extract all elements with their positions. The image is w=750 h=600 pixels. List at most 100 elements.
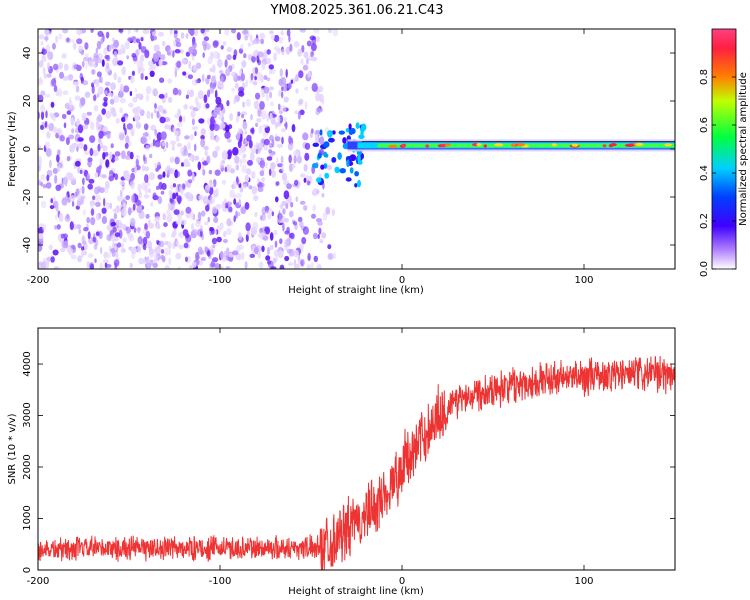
spectrogram-noise-blob — [164, 264, 170, 269]
top-y-tick-label: -40 — [22, 237, 33, 253]
spectrogram-noise-blob — [210, 227, 215, 235]
spectrogram-noise-blob — [90, 121, 95, 130]
spectrogram-noise-blob — [178, 115, 183, 123]
spectrogram-noise-blob — [156, 222, 161, 230]
spectrogram-noise-blob — [144, 174, 148, 183]
spectrogram-noise-blob — [101, 108, 106, 115]
spectrogram-noise-blob — [255, 148, 259, 155]
spectrogram-transition-blob — [334, 166, 340, 174]
spectrogram-noise-blob — [139, 109, 145, 117]
spectrogram-noise-blob — [179, 185, 183, 194]
spectrogram-noise-blob — [99, 141, 103, 148]
spectrogram-noise-blob — [75, 85, 80, 93]
spectrogram-noise-blob — [38, 156, 43, 165]
spectrogram-noise-blob — [117, 60, 124, 66]
spectrogram-noise-blob — [132, 55, 138, 62]
spectrogram-noise-blob — [95, 47, 99, 54]
spectrogram-noise-blob — [236, 32, 241, 41]
spectrogram-noise-blob — [188, 155, 195, 161]
spectrogram-noise-blob — [152, 194, 159, 201]
spectrogram-noise-blob — [140, 73, 144, 80]
spectrogram-noise-blob — [197, 212, 201, 221]
spectrogram-noise-blob — [149, 70, 155, 78]
spectrogram-noise-blob — [317, 234, 320, 239]
spectrogram-noise-blob — [208, 87, 215, 94]
spectrogram-noise-blob — [200, 138, 206, 148]
spectrogram-noise-blob — [157, 105, 164, 113]
spectrogram-noise-blob — [194, 131, 197, 137]
spectrogram-noise-blob — [137, 93, 142, 98]
spectrogram-noise-blob — [114, 156, 119, 161]
spectrogram-noise-blob — [269, 244, 274, 251]
spectrogram-noise-blob — [156, 110, 160, 119]
spectrogram-noise-blob — [141, 136, 148, 144]
spectrogram-noise-blob — [283, 190, 290, 200]
spectrogram-noise-blob — [135, 158, 139, 167]
colorbar-tick-label: 0.6 — [699, 117, 710, 133]
spectrogram-noise-blob — [155, 50, 162, 58]
spectrogram-noise-blob — [92, 94, 97, 102]
spectrogram-noise-blob — [278, 110, 283, 115]
spectrogram-noise-blob — [271, 169, 276, 178]
spectrogram-noise-blob — [304, 152, 310, 161]
spectrogram-noise-blob — [109, 202, 113, 209]
spectrogram-noise-blob — [113, 110, 117, 116]
colorbar-tick-label: 0.8 — [699, 69, 710, 85]
spectrogram-noise-blob — [245, 98, 251, 107]
spectrogram-noise-blob — [219, 69, 224, 75]
spectrogram-noise-blob — [255, 156, 262, 163]
spectrogram-noise-blob — [247, 53, 252, 61]
spectrogram-noise-blob — [54, 200, 58, 206]
spectrogram-transition-blob — [358, 134, 365, 140]
spectrogram-noise-blob — [41, 260, 47, 269]
signal-band-hotspot — [635, 142, 644, 146]
spectrogram-noise-blob — [61, 53, 67, 59]
spectrogram-transition-blob — [320, 164, 325, 170]
spectrogram-noise-blob — [235, 210, 239, 219]
spectrogram-noise-blob — [259, 227, 263, 234]
spectrogram-noise-blob — [143, 166, 150, 171]
spectrogram-noise-blob — [203, 36, 210, 42]
spectrogram-noise-blob — [225, 124, 230, 133]
spectrogram-noise-blob — [306, 57, 309, 65]
spectrogram-noise-blob — [169, 156, 175, 163]
spectrogram-noise-blob — [267, 260, 272, 265]
spectrogram-noise-blob — [314, 133, 319, 143]
spectrogram-noise-blob — [114, 151, 121, 157]
spectrogram-noise-blob — [240, 158, 247, 164]
spectrogram-noise-blob — [65, 194, 69, 201]
spectrogram-noise-blob — [124, 115, 128, 122]
spectrogram-noise-blob — [76, 224, 82, 230]
spectrogram-noise-blob — [209, 130, 215, 136]
spectrogram-noise-blob — [105, 110, 112, 119]
spectrogram-noise-blob — [90, 217, 96, 226]
spectrogram-noise-blob — [217, 80, 224, 88]
spectrogram-noise-blob — [267, 247, 270, 255]
spectrogram-noise-blob — [119, 98, 126, 104]
spectrogram-noise-blob — [103, 47, 108, 55]
spectrogram-noise-blob — [92, 57, 98, 63]
spectrogram-noise-blob — [104, 261, 108, 269]
spectrogram-noise-blob — [289, 43, 293, 52]
spectrogram-noise-blob — [300, 58, 304, 65]
spectrogram-noise-blob — [294, 110, 299, 115]
spectrogram-noise-blob — [203, 94, 208, 103]
spectrogram-noise-blob — [148, 250, 155, 259]
spectrogram-noise-blob — [164, 117, 171, 123]
spectrogram-noise-blob — [105, 159, 110, 168]
spectrogram-noise-blob — [49, 159, 52, 169]
spectrogram-noise-blob — [199, 225, 203, 232]
spectrogram-noise-blob — [167, 241, 172, 250]
spectrogram-noise-blob — [113, 72, 117, 81]
spectrogram-noise-blob — [92, 149, 99, 157]
spectrogram-noise-blob — [135, 106, 142, 113]
spectrogram-noise-blob — [266, 49, 271, 55]
spectrogram-noise-blob — [117, 76, 122, 84]
spectrogram-noise-blob — [183, 242, 189, 249]
bottom-x-tick-label: -100 — [209, 576, 232, 587]
spectrogram-noise-blob — [288, 135, 292, 145]
spectrogram-noise-blob — [102, 258, 110, 264]
spectrogram-noise-blob — [38, 233, 44, 240]
spectrogram-noise-blob — [251, 55, 256, 63]
spectrogram-noise-blob — [187, 141, 191, 151]
